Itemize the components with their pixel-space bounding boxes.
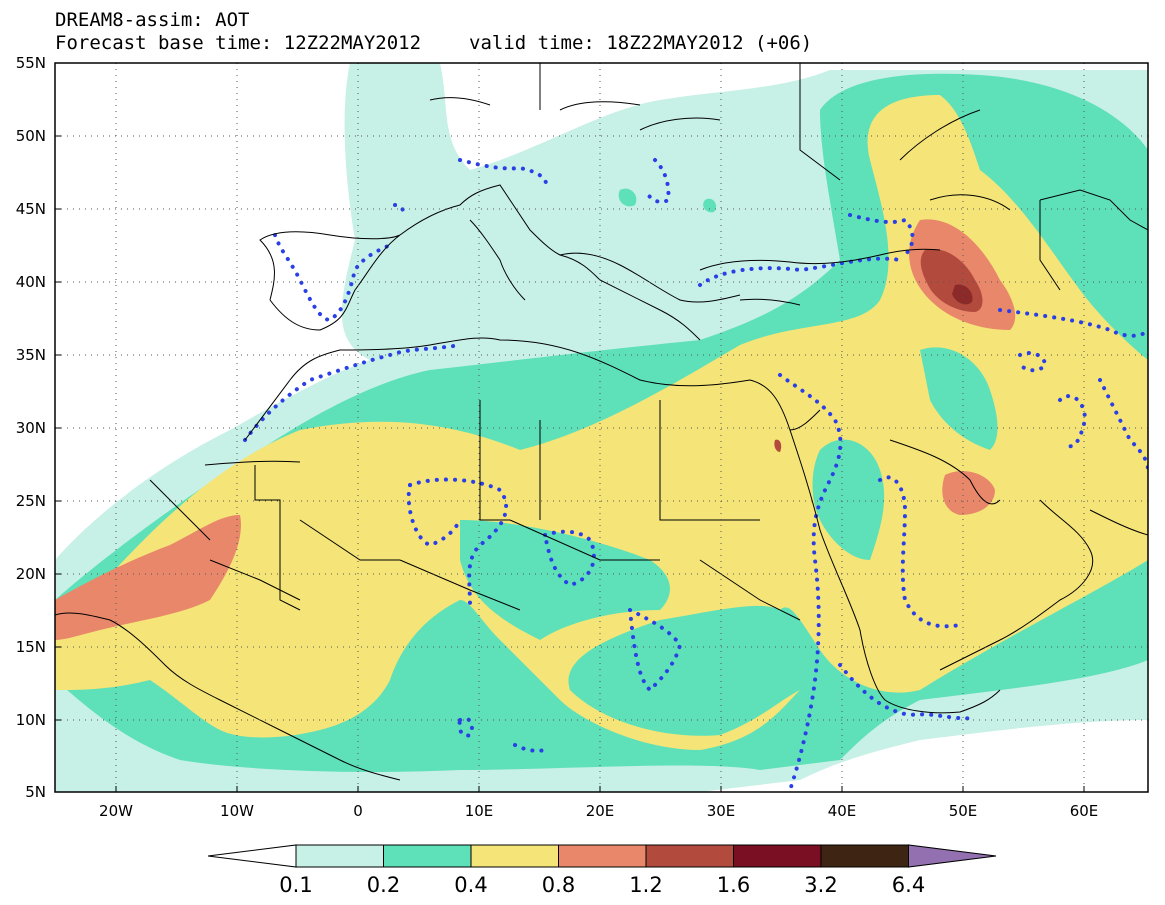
- colorbar-label-0-4: 0.4: [454, 873, 488, 897]
- lon-label-30e: 30E: [706, 802, 736, 820]
- colorbar-label-0-8: 0.8: [541, 873, 576, 897]
- valid-time: valid time: 18Z22MAY2012 (+06): [469, 32, 813, 54]
- lon-label-40e: 40E: [827, 802, 857, 820]
- lat-label-55n: 55N: [15, 54, 46, 72]
- aot-band-0-4: [55, 95, 1148, 750]
- lon-label-20w: 20W: [99, 802, 133, 820]
- colorbar-over-triangle: [908, 844, 997, 868]
- forecast-base-time: Forecast base time: 12Z22MAY2012: [55, 32, 422, 54]
- lat-label-35n: 35N: [15, 346, 46, 364]
- lat-label-25n: 25N: [15, 492, 46, 510]
- lon-label-50e: 50E: [948, 802, 978, 820]
- colorbar-box-0-4: [470, 844, 559, 868]
- lat-label-30n: 30N: [15, 419, 46, 437]
- aot-band-1-6: [952, 284, 973, 305]
- colorbar-box-3-2: [820, 844, 909, 868]
- colorbar-label-6-4: 6.4: [891, 873, 926, 897]
- aot-field: [55, 63, 1148, 792]
- colorbar-under-triangle: [207, 844, 297, 868]
- lon-label-20e: 20E: [585, 802, 615, 820]
- lon-label-10e: 10E: [464, 802, 494, 820]
- graticule: [55, 63, 1148, 792]
- colorbar-label-1-6: 1.6: [716, 873, 751, 897]
- colorbar-label-3-2: 3.2: [804, 873, 838, 897]
- axis-ticks: [55, 62, 1085, 793]
- lat-label-20n: 20N: [15, 565, 46, 583]
- lat-label-5n: 5N: [25, 783, 46, 801]
- colorbar-box-1-6: [733, 844, 822, 868]
- colorbar-label-0-1: 0.1: [279, 873, 313, 897]
- lon-label-10w: 10W: [220, 802, 254, 820]
- colorbar-box-0-8: [558, 844, 647, 868]
- map-title: DREAM8-assim: AOT: [55, 9, 250, 31]
- colorbar-box-1-2: [645, 844, 734, 868]
- lat-label-45n: 45N: [15, 200, 46, 218]
- colorbar: [207, 844, 997, 868]
- lat-label-10n: 10N: [15, 711, 46, 729]
- colorbar-box-0-1: [295, 844, 384, 868]
- colorbar-label-1-2: 1.2: [629, 873, 663, 897]
- lon-label-0: 0: [353, 802, 363, 820]
- coastlines: [55, 63, 1148, 781]
- lon-label-60e: 60E: [1069, 802, 1099, 820]
- colorbar-box-0-2: [383, 844, 472, 868]
- lat-label-40n: 40N: [15, 273, 46, 291]
- lat-label-15n: 15N: [15, 638, 46, 656]
- map-subtitle: Forecast base time: 12Z22MAY2012 valid ti…: [55, 33, 812, 53]
- dotted-contours: [243, 158, 1148, 792]
- colorbar-label-0-2: 0.2: [366, 873, 401, 897]
- lat-label-50n: 50N: [15, 127, 46, 145]
